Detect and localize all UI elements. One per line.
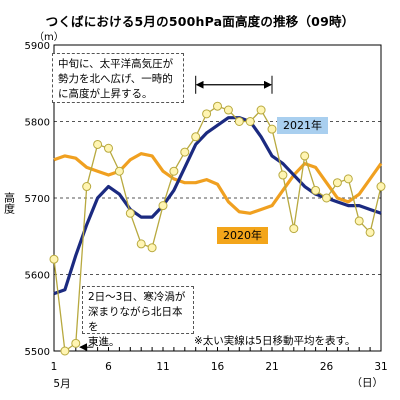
daily-point-14	[191, 132, 201, 142]
annotation-mid-month-line-2: 勢力を北へ広げ、一時的	[58, 73, 173, 85]
daily-point-19	[245, 117, 255, 126]
y-unit-label: （m）	[34, 31, 64, 43]
daily-point-4	[82, 182, 92, 192]
x-unit-label: （日）	[352, 377, 384, 389]
x-tick-label-26: 26	[320, 361, 334, 373]
daily-point-9	[136, 239, 146, 249]
y-tick-label-5700: 5700	[25, 194, 50, 205]
moving-average-note: ※太い実線は5日移動平均を表す。	[194, 335, 356, 347]
chart-title: つくばにおける5月の500hPa面高度の推移（09時）	[45, 14, 355, 29]
daily-point-17	[223, 105, 233, 115]
daily-point-10	[147, 243, 157, 253]
legend-label-2020: 2020年	[217, 227, 268, 244]
daily-point-22	[278, 170, 288, 180]
x-tick-label-16: 16	[211, 361, 225, 373]
x-tick-label-31: 31	[374, 361, 387, 373]
y-tick-label-5500: 5500	[25, 347, 50, 358]
annotation-mid-month: 中旬に、太平洋高気圧が 勢力を北へ広げ、一時的 に高度が上昇する。	[52, 53, 184, 103]
annotation-cold-vortex: 2日～3日、寒冷渦が 深まりながら北日本を 東進。	[82, 286, 194, 348]
annotation-cold-vortex-line-1: 2日～3日、寒冷渦が	[88, 291, 186, 303]
daily-point-7	[114, 166, 124, 176]
x-tick-label-11: 11	[156, 361, 169, 373]
y-tick-label-5600: 5600	[25, 271, 50, 282]
daily-point-12	[169, 166, 179, 176]
daily-point-2	[60, 346, 70, 356]
daily-point-16	[213, 101, 222, 111]
daily-point-3	[71, 338, 81, 348]
daily-point-15	[202, 109, 212, 119]
daily-point-8	[125, 208, 135, 218]
daily-point-31	[376, 182, 386, 192]
daily-point-20	[256, 105, 266, 115]
daily-point-6	[104, 143, 113, 153]
daily-point-27	[332, 178, 342, 188]
daily-point-29	[354, 216, 364, 226]
annotation-mid-month-line-1: 中旬に、太平洋高気圧が	[58, 58, 174, 70]
legend-label-2021: 2021年	[277, 117, 328, 134]
daily-point-11	[158, 201, 168, 211]
daily-point-30	[365, 227, 375, 237]
month-label: 5月	[53, 378, 70, 390]
arrow-layer	[79, 75, 273, 352]
daily-point-24	[300, 151, 310, 161]
daily-point-13	[180, 147, 190, 157]
annotation-cold-vortex-line-3: 東進。	[88, 336, 120, 348]
axes	[53, 44, 382, 352]
y-tick-label-5800: 5800	[25, 118, 50, 129]
series-layer	[49, 101, 386, 356]
series-2021-moving-average-line	[53, 116, 382, 296]
annotation-mid-month-line-3: に高度が上昇する。	[58, 88, 153, 100]
annotation-cold-vortex-line-2: 深まりながら北日本を	[88, 306, 183, 333]
daily-point-23	[289, 224, 299, 234]
daily-point-18	[234, 117, 244, 126]
daily-point-28	[343, 174, 353, 184]
daily-point-25	[311, 185, 321, 195]
x-tick-label-1: 1	[51, 361, 58, 373]
daily-point-5	[93, 139, 103, 149]
x-tick-label-6: 6	[105, 361, 112, 373]
daily-point-1	[49, 254, 59, 264]
series-2020-line	[53, 152, 383, 215]
x-tick-label-21: 21	[265, 361, 278, 373]
y-axis-label: 高度	[3, 191, 16, 215]
y-tick-label-5900: 5900	[25, 41, 50, 52]
daily-point-21	[267, 124, 277, 134]
gridlines	[54, 121, 381, 275]
daily-point-26	[322, 193, 331, 203]
